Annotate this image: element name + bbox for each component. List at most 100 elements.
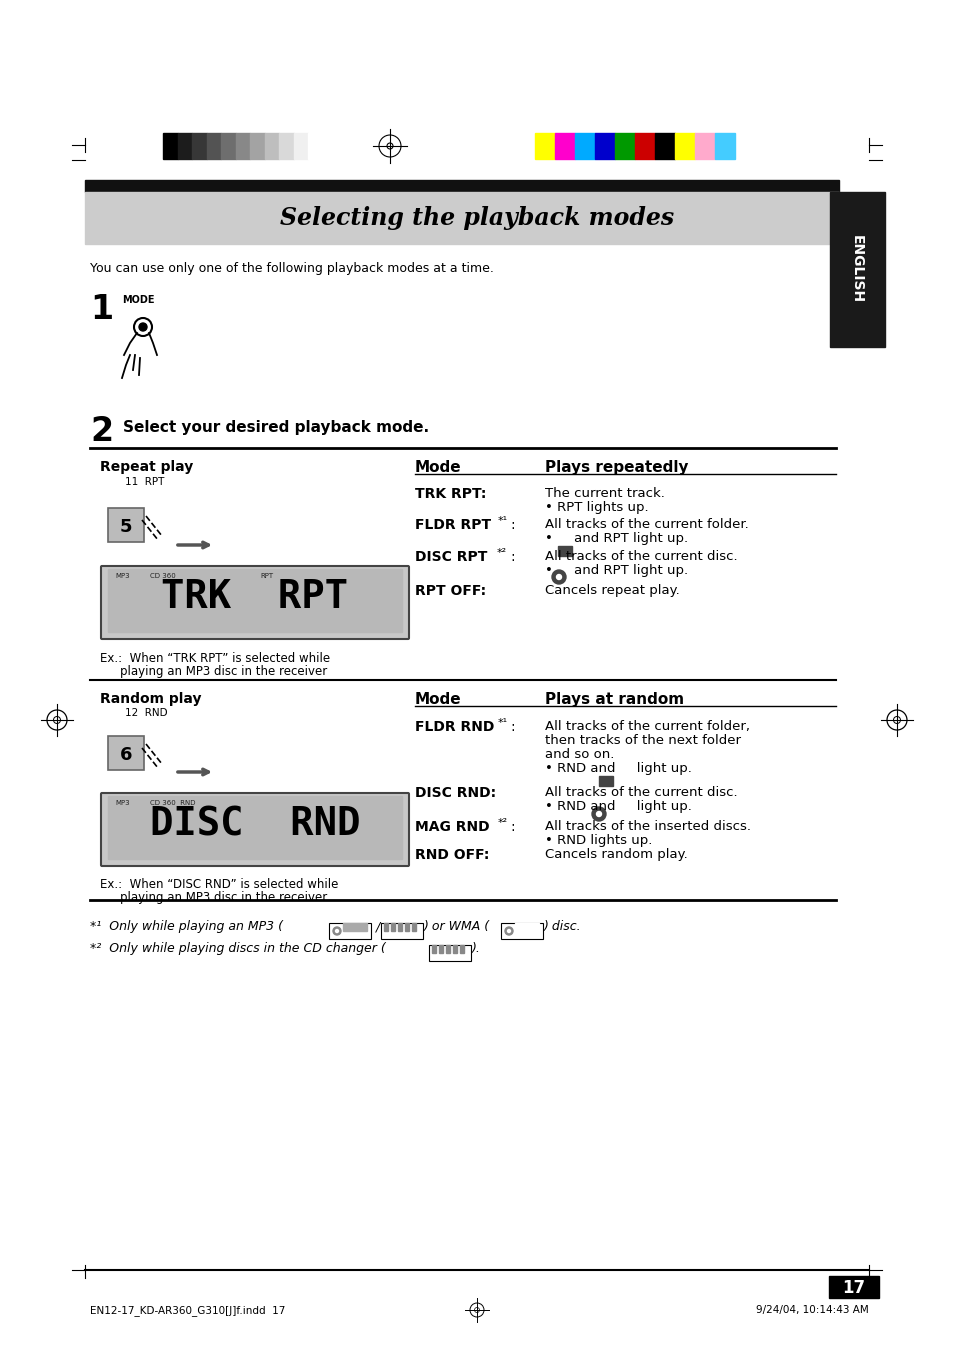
Text: ).: ). [472, 942, 480, 955]
Text: RPT: RPT [260, 573, 273, 580]
Text: playing an MP3 disc in the receiver: playing an MP3 disc in the receiver [120, 665, 327, 678]
FancyBboxPatch shape [108, 736, 144, 770]
Text: Selecting the playback modes: Selecting the playback modes [279, 205, 674, 230]
Text: Ex.:  When “TRK RPT” is selected while: Ex.: When “TRK RPT” is selected while [100, 653, 330, 665]
Bar [438, 944, 442, 952]
Text: CD 360  RND: CD 360 RND [150, 800, 195, 807]
Bar [515, 923, 538, 931]
Text: *²: *² [497, 817, 508, 828]
Text: All tracks of the current folder,: All tracks of the current folder, [544, 720, 749, 734]
Text: RND OFF:: RND OFF: [415, 848, 489, 862]
Bar [714, 132, 734, 159]
Circle shape [507, 929, 510, 932]
Text: Cancels repeat play.: Cancels repeat play. [544, 584, 679, 597]
Bar [391, 923, 395, 931]
FancyBboxPatch shape [329, 923, 371, 939]
Bar [207, 132, 221, 159]
Circle shape [333, 927, 340, 935]
Text: • RND and     light up.: • RND and light up. [544, 800, 691, 813]
Bar [655, 132, 675, 159]
Text: 17: 17 [841, 1279, 864, 1297]
Text: 2: 2 [90, 415, 113, 449]
Text: playing an MP3 disc in the receiver: playing an MP3 disc in the receiver [120, 892, 327, 904]
Text: *¹: *¹ [497, 516, 508, 526]
Text: • RPT lights up.: • RPT lights up. [544, 501, 648, 513]
Bar [192, 132, 207, 159]
FancyBboxPatch shape [101, 566, 409, 639]
Text: 6: 6 [120, 746, 132, 765]
Text: Random play: Random play [100, 692, 201, 707]
Text: :: : [510, 720, 514, 734]
Bar [397, 923, 401, 931]
Text: •     and RPT light up.: • and RPT light up. [544, 532, 687, 544]
FancyBboxPatch shape [429, 944, 471, 961]
Bar [163, 132, 177, 159]
Bar [235, 132, 250, 159]
Text: FLDR RND: FLDR RND [415, 720, 494, 734]
Text: You can use only one of the following playback modes at a time.: You can use only one of the following pl… [90, 262, 494, 276]
Bar [108, 796, 401, 859]
Text: All tracks of the current disc.: All tracks of the current disc. [544, 786, 737, 798]
Text: All tracks of the current folder.: All tracks of the current folder. [544, 517, 748, 531]
Text: *¹: *¹ [497, 717, 508, 728]
Bar [829, 192, 884, 347]
Text: *²: *² [497, 549, 507, 558]
Text: then tracks of the next folder: then tracks of the next folder [544, 734, 740, 747]
Bar [615, 132, 635, 159]
Bar [384, 923, 388, 931]
Bar [85, 180, 838, 192]
Bar [635, 132, 655, 159]
Bar [412, 923, 416, 931]
Text: FLDR RPT: FLDR RPT [415, 517, 491, 532]
Text: Select your desired playback mode.: Select your desired playback mode. [123, 420, 429, 435]
Bar [108, 569, 401, 632]
Bar [558, 546, 572, 557]
Bar [575, 132, 595, 159]
Bar [85, 192, 838, 245]
Circle shape [139, 323, 147, 331]
Text: Mode: Mode [415, 692, 461, 707]
Circle shape [335, 929, 338, 932]
Text: 5: 5 [120, 517, 132, 536]
Text: All tracks of the current disc.: All tracks of the current disc. [544, 550, 737, 563]
Text: :: : [510, 517, 514, 532]
FancyBboxPatch shape [380, 923, 422, 939]
Text: DISC RND:: DISC RND: [415, 786, 496, 800]
Text: Plays repeatedly: Plays repeatedly [544, 459, 688, 476]
Text: EN12-17_KD-AR360_G310[J]f.indd  17: EN12-17_KD-AR360_G310[J]f.indd 17 [90, 1305, 285, 1316]
Bar [405, 923, 409, 931]
Text: and so on.: and so on. [544, 748, 614, 761]
Text: Plays at random: Plays at random [544, 692, 683, 707]
Text: RPT OFF:: RPT OFF: [415, 584, 486, 598]
Text: 1: 1 [90, 293, 113, 326]
Text: MAG RND: MAG RND [415, 820, 489, 834]
Bar [555, 132, 575, 159]
Bar [459, 944, 463, 952]
Text: :: : [510, 550, 514, 563]
Text: DISC  RND: DISC RND [150, 805, 360, 843]
Text: ) or WMA (: ) or WMA ( [423, 920, 490, 934]
Bar [675, 132, 695, 159]
Text: MP3: MP3 [115, 573, 130, 580]
Text: DISC RPT: DISC RPT [415, 550, 487, 563]
Bar [432, 944, 436, 952]
Text: •     and RPT light up.: • and RPT light up. [544, 563, 687, 577]
Text: The current track.: The current track. [544, 486, 664, 500]
Bar [221, 132, 235, 159]
FancyBboxPatch shape [101, 793, 409, 866]
Text: MODE: MODE [122, 295, 154, 305]
Bar [308, 132, 323, 159]
Text: ) disc.: ) disc. [543, 920, 581, 934]
Text: • RND lights up.: • RND lights up. [544, 834, 652, 847]
Text: Ex.:  When “DISC RND” is selected while: Ex.: When “DISC RND” is selected while [100, 878, 338, 892]
Text: *²  Only while playing discs in the CD changer (: *² Only while playing discs in the CD ch… [90, 942, 385, 955]
FancyBboxPatch shape [500, 923, 542, 939]
Bar [446, 944, 450, 952]
Text: 11  RPT: 11 RPT [125, 477, 164, 486]
Circle shape [596, 812, 601, 816]
Text: Cancels random play.: Cancels random play. [544, 848, 687, 861]
Text: Repeat play: Repeat play [100, 459, 193, 474]
Bar [265, 132, 279, 159]
Bar [177, 132, 192, 159]
Text: MP3: MP3 [115, 800, 130, 807]
